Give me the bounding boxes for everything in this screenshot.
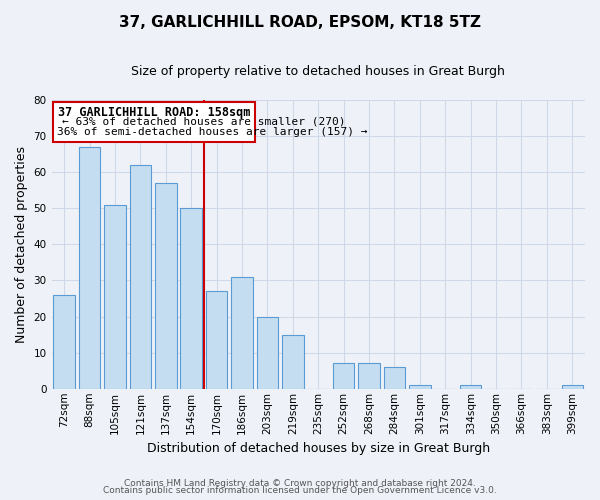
X-axis label: Distribution of detached houses by size in Great Burgh: Distribution of detached houses by size … [147, 442, 490, 455]
Y-axis label: Number of detached properties: Number of detached properties [15, 146, 28, 343]
Bar [155, 183, 176, 389]
Bar [181, 208, 202, 389]
Bar [562, 385, 583, 389]
Bar [79, 147, 100, 389]
Bar [206, 292, 227, 389]
Bar [53, 295, 75, 389]
Text: Contains HM Land Registry data © Crown copyright and database right 2024.: Contains HM Land Registry data © Crown c… [124, 478, 476, 488]
FancyBboxPatch shape [53, 102, 255, 142]
Text: 37 GARLICHHILL ROAD: 158sqm: 37 GARLICHHILL ROAD: 158sqm [58, 106, 250, 119]
Bar [257, 316, 278, 389]
Text: ← 63% of detached houses are smaller (270): ← 63% of detached houses are smaller (27… [62, 116, 345, 126]
Bar [409, 385, 431, 389]
Bar [231, 277, 253, 389]
Text: Contains public sector information licensed under the Open Government Licence v3: Contains public sector information licen… [103, 486, 497, 495]
Bar [130, 165, 151, 389]
Bar [282, 334, 304, 389]
Title: Size of property relative to detached houses in Great Burgh: Size of property relative to detached ho… [131, 65, 505, 78]
Bar [333, 364, 355, 389]
Bar [383, 367, 405, 389]
Text: 36% of semi-detached houses are larger (157) →: 36% of semi-detached houses are larger (… [56, 127, 367, 137]
Bar [104, 204, 126, 389]
Bar [358, 364, 380, 389]
Text: 37, GARLICHHILL ROAD, EPSOM, KT18 5TZ: 37, GARLICHHILL ROAD, EPSOM, KT18 5TZ [119, 15, 481, 30]
Bar [460, 385, 481, 389]
